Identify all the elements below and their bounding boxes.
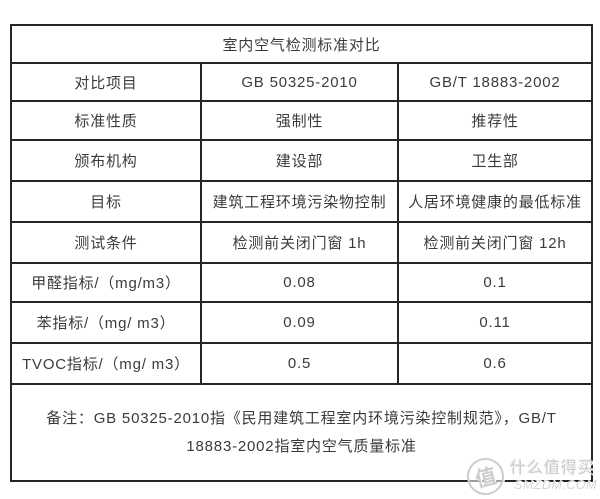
value-cell: 建筑工程环境污染物控制 (200, 180, 399, 223)
value-cell: 检测前关闭门窗 1h (200, 221, 399, 264)
row-label: 测试条件 (10, 221, 202, 264)
value-cell: 强制性 (200, 100, 399, 141)
value-cell: 0.1 (396, 262, 594, 303)
header-cell-compare-item: 对比项目 (10, 62, 202, 102)
table-row-test-conditions: 测试条件 检测前关闭门窗 1h 检测前关闭门窗 12h (10, 221, 594, 264)
header-cell-gbt18883: GB/T 18883-2002 (396, 62, 594, 102)
row-label: 目标 (10, 180, 202, 223)
value-cell: 卫生部 (396, 139, 594, 182)
table-row-tvoc: TVOC指标/（mg/ m3） 0.5 0.6 (10, 342, 594, 385)
value-cell: 人居环境健康的最低标准 (396, 180, 594, 223)
table-title-row: 室内空气检测标准对比 (9, 24, 594, 64)
table-header-row: 对比项目 GB 50325-2010 GB/T 18883-2002 (10, 62, 594, 102)
table-row-goal: 目标 建筑工程环境污染物控制 人居环境健康的最低标准 (10, 180, 594, 223)
value-cell: 检测前关闭门窗 12h (396, 221, 594, 264)
table-title: 室内空气检测标准对比 (9, 24, 594, 64)
row-label: 苯指标/（mg/ m3） (10, 301, 202, 344)
smzdm-watermark: 值 什么值得买 SMZDM.COM (463, 454, 597, 499)
smzdm-logo-icon: 值 (463, 454, 508, 499)
table-row-benzene: 苯指标/（mg/ m3） 0.09 0.11 (10, 301, 594, 344)
header-cell-gb50325: GB 50325-2010 (200, 62, 399, 102)
row-label: TVOC指标/（mg/ m3） (10, 342, 202, 385)
value-cell: 0.09 (200, 301, 399, 344)
value-cell: 建设部 (200, 139, 399, 182)
table-row-standard-nature: 标准性质 强制性 推荐性 (10, 100, 594, 141)
table-row-issuing-agency: 颁布机构 建设部 卫生部 (10, 139, 594, 182)
value-cell: 0.11 (396, 301, 594, 344)
row-label: 甲醛指标/（mg/m3） (10, 262, 202, 303)
watermark-site-url: SMZDM.COM (514, 477, 597, 492)
row-label: 标准性质 (10, 100, 202, 141)
value-cell: 0.5 (200, 342, 399, 385)
watermark-site-name: 什么值得买 (510, 459, 596, 477)
row-label: 颁布机构 (10, 139, 202, 182)
watermark-text: 什么值得买 SMZDM.COM (510, 460, 597, 494)
smzdm-logo-char: 值 (472, 464, 499, 492)
table-row-formaldehyde: 甲醛指标/（mg/m3） 0.08 0.1 (10, 262, 594, 303)
comparison-table: 室内空气检测标准对比 对比项目 GB 50325-2010 GB/T 18883… (9, 24, 594, 482)
value-cell: 0.6 (396, 342, 594, 385)
value-cell: 0.08 (200, 262, 399, 303)
value-cell: 推荐性 (396, 100, 594, 141)
